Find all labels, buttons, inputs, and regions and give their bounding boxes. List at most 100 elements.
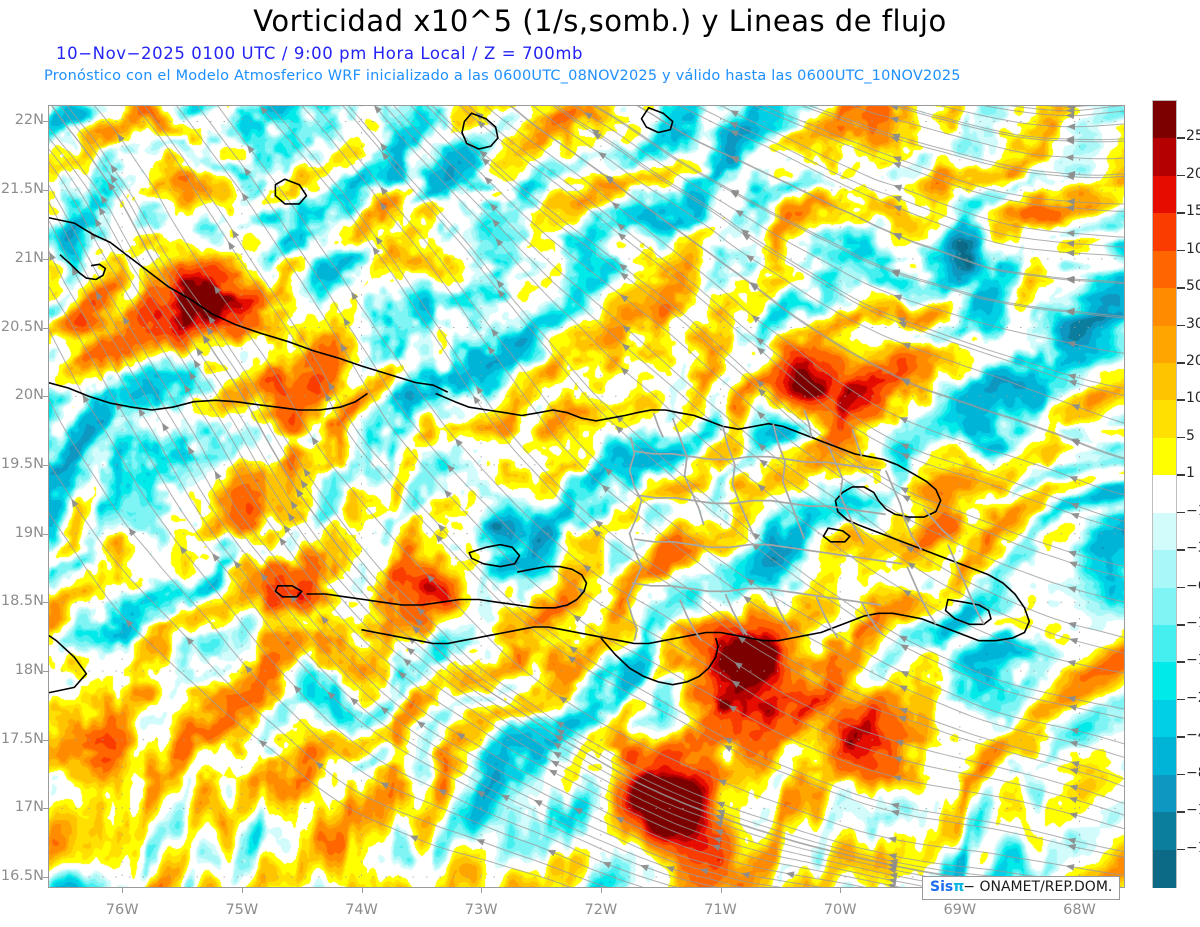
streamline-arrow-icon bbox=[715, 814, 725, 821]
streamline bbox=[392, 105, 1125, 639]
streamline-arrow-icon bbox=[487, 346, 496, 355]
streamline-arrow-icon bbox=[125, 619, 134, 628]
streamline-arrow-icon bbox=[892, 162, 902, 169]
streamline-arrow-icon bbox=[556, 728, 565, 737]
streamline-arrow-icon bbox=[785, 871, 795, 879]
streamline-arrow-icon bbox=[380, 782, 390, 789]
streamline-arrow-icon bbox=[898, 635, 908, 643]
streamline-arrow-icon bbox=[437, 789, 447, 796]
streamline bbox=[430, 105, 1125, 568]
streamline-arrow-icon bbox=[900, 443, 910, 450]
streamline-arrow-icon bbox=[244, 665, 253, 674]
streamline-arrow-icon bbox=[899, 417, 909, 424]
streamline-arrow-icon bbox=[622, 324, 631, 333]
colorbar-swatch bbox=[1153, 437, 1176, 476]
latitude-tick-mark bbox=[43, 396, 48, 398]
latitude-tick-label: 21.5N bbox=[0, 181, 44, 198]
map-overlay bbox=[48, 105, 1125, 888]
streamline-arrow-icon bbox=[1066, 230, 1075, 237]
colorbar-swatch bbox=[1153, 363, 1176, 402]
coastlines-layer bbox=[48, 106, 1031, 694]
streamline-arrow-icon bbox=[481, 157, 491, 166]
streamline-arrow-icon bbox=[496, 279, 505, 289]
streamline-arrow-icon bbox=[117, 133, 125, 143]
streamline-arrow-icon bbox=[1065, 137, 1075, 145]
streamline bbox=[484, 105, 1125, 496]
colorbar-swatch bbox=[1153, 550, 1176, 589]
streamline-arrow-icon bbox=[723, 745, 733, 752]
streamline-arrow-icon bbox=[699, 868, 709, 875]
colorbar-tick-label: 200 bbox=[1186, 165, 1200, 182]
streamline-arrow-icon bbox=[379, 201, 388, 211]
streamline-arrow-icon bbox=[1071, 440, 1081, 447]
streamline bbox=[806, 105, 1125, 176]
streamline-arrow-icon bbox=[533, 799, 543, 807]
streamline-arrow-icon bbox=[228, 241, 236, 251]
longitude-tick-mark bbox=[600, 888, 602, 893]
streamline bbox=[591, 105, 1125, 319]
streamline bbox=[593, 105, 1125, 318]
streamline-arrow-icon bbox=[898, 321, 907, 329]
streamline-arrow-icon bbox=[1066, 309, 1075, 316]
coastline-hispaniola-south-bay bbox=[600, 637, 719, 686]
streamline-arrow-icon bbox=[887, 836, 897, 844]
streamline bbox=[48, 218, 789, 888]
streamline-arrow-icon bbox=[293, 685, 302, 694]
coastline-island-small-d bbox=[822, 527, 851, 543]
streamline-arrow-icon bbox=[893, 205, 903, 212]
streamline-arrow-icon bbox=[1069, 476, 1078, 483]
streamline-arrow-icon bbox=[185, 636, 194, 646]
streamline bbox=[373, 105, 1125, 674]
streamline-arrow-icon bbox=[1065, 112, 1075, 119]
streamline-arrow-icon bbox=[444, 489, 453, 499]
streamline bbox=[314, 105, 1125, 745]
streamline bbox=[893, 105, 1125, 141]
streamline-arrow-icon bbox=[899, 707, 909, 715]
streamline-arrow-icon bbox=[893, 294, 903, 301]
streamline-arrow-icon bbox=[902, 495, 911, 503]
streamline-arrow-icon bbox=[713, 837, 722, 844]
colorbar-swatch bbox=[1153, 325, 1176, 364]
colorbar-tick-mark bbox=[1177, 174, 1185, 177]
streamline-arrow-icon bbox=[206, 326, 214, 336]
streamline-arrow-icon bbox=[473, 395, 481, 405]
streamline-arrow-icon bbox=[479, 150, 488, 159]
streamline bbox=[885, 105, 1125, 143]
streamline-arrow-icon bbox=[740, 229, 750, 237]
streamline-arrow-icon bbox=[888, 877, 897, 885]
streamline-arrow-icon bbox=[901, 379, 911, 387]
streamline-arrow-icon bbox=[484, 176, 493, 185]
longitude-tick-mark bbox=[840, 888, 842, 893]
province-border-6 bbox=[634, 450, 882, 472]
streamline-arrow-icon bbox=[1065, 863, 1075, 871]
streamline bbox=[978, 105, 1125, 117]
province-border-9 bbox=[631, 582, 882, 606]
colorbar-swatch bbox=[1153, 138, 1176, 177]
colorbar-swatch bbox=[1153, 662, 1176, 701]
streamline-arrow-icon bbox=[573, 808, 583, 815]
colorbar-swatch bbox=[1153, 699, 1176, 738]
streamline-arrow-icon bbox=[730, 110, 739, 118]
streamline-arrow-icon bbox=[328, 381, 336, 391]
streamline-arrow-icon bbox=[1069, 740, 1079, 748]
latitude-tick-label: 19.5N bbox=[0, 455, 44, 472]
streamline-arrow-icon bbox=[743, 595, 752, 604]
colorbar-swatch bbox=[1153, 400, 1176, 439]
streamline-arrow-icon bbox=[381, 151, 390, 161]
streamline bbox=[48, 147, 937, 888]
streamline-arrow-icon bbox=[324, 392, 332, 402]
streamline-arrow-icon bbox=[892, 232, 902, 240]
streamline-arrow-icon bbox=[735, 209, 744, 218]
streamline-arrow-icon bbox=[592, 529, 602, 538]
streamline-arrow-icon bbox=[1067, 586, 1077, 593]
province-border-1 bbox=[671, 417, 705, 526]
colorbar-tick-mark bbox=[1177, 773, 1185, 776]
streamline-arrow-icon bbox=[888, 853, 897, 860]
streamline-arrow-icon bbox=[246, 144, 255, 154]
streamline-arrow-icon bbox=[906, 562, 916, 570]
colorbar-tick-label: −3 bbox=[1186, 540, 1200, 557]
streamline-arrow-icon bbox=[315, 761, 324, 770]
streamline bbox=[466, 105, 1125, 523]
streamline bbox=[216, 105, 1125, 805]
colorbar-swatch bbox=[1153, 812, 1176, 851]
